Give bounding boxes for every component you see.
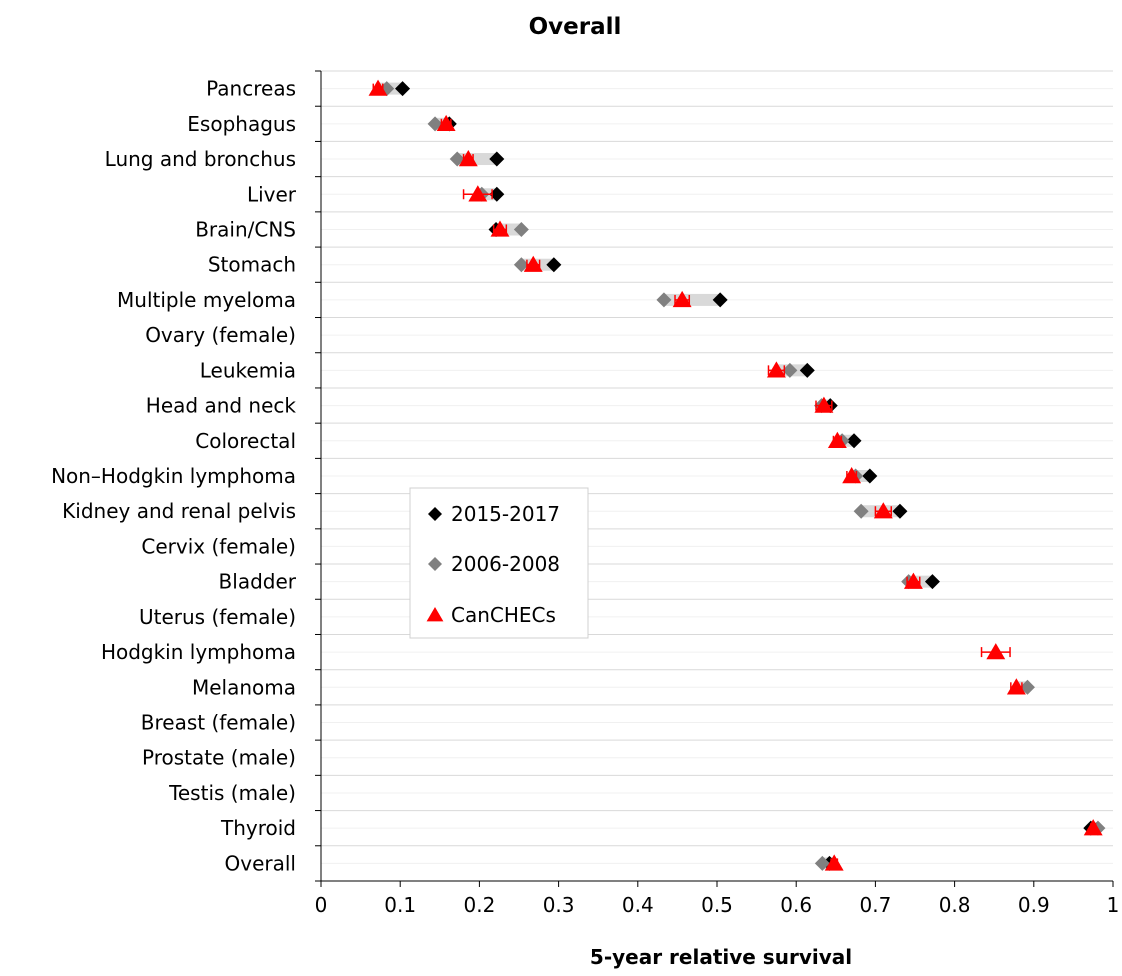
point-recent: [489, 151, 505, 167]
category-label: Brain/CNS: [195, 217, 296, 241]
point-canchecs: [436, 114, 456, 132]
chart-title: Overall: [529, 14, 622, 40]
x-tick-label: 0.6: [780, 893, 812, 917]
category-label: Leukemia: [200, 358, 296, 382]
point-canchecs: [1083, 819, 1103, 836]
category-label: Multiple myeloma: [117, 288, 296, 312]
point-earlier: [853, 503, 869, 519]
category-label: Pancreas: [206, 77, 296, 101]
point-recent: [892, 503, 908, 519]
legend: 2015-2017 2006-2008 CanCHECs: [409, 487, 589, 639]
category-label: Stomach: [208, 253, 296, 277]
category-label: Lung and bronchus: [105, 147, 296, 171]
point-canchecs: [468, 185, 488, 202]
x-tick-label: 0.5: [701, 893, 733, 917]
category-label: Non–Hodgkin lymphoma: [51, 464, 296, 488]
x-tick-labels: 0 0.1 0.2 0.3 0.4 0.5 0.6 0.7 0.8 0.9 1: [315, 893, 1120, 917]
point-canchecs: [827, 431, 847, 448]
point-canchecs: [903, 572, 923, 589]
point-canchecs: [368, 79, 388, 96]
x-tick-label: 0: [315, 893, 328, 917]
category-label: Ovary (female): [145, 323, 296, 347]
category-label: Melanoma: [192, 675, 296, 699]
range-band: [663, 293, 721, 306]
point-earlier: [656, 292, 672, 308]
point-recent: [489, 186, 505, 202]
point-earlier: [513, 221, 529, 237]
data-marks: [368, 79, 1106, 871]
x-tick-label: 0.9: [1018, 893, 1050, 917]
category-label: Head and neck: [146, 394, 297, 418]
point-recent: [712, 292, 728, 308]
point-canchecs: [1006, 678, 1026, 695]
point-recent: [846, 433, 862, 449]
point-recent: [395, 81, 411, 97]
x-tick-label: 0.8: [939, 893, 971, 917]
category-label: Testis (male): [168, 781, 296, 805]
category-label: Liver: [247, 182, 297, 206]
point-earlier: [814, 855, 830, 871]
category-label: Thyroid: [220, 816, 296, 840]
category-label: Prostate (male): [142, 746, 296, 770]
point-canchecs: [672, 290, 692, 308]
point-earlier: [782, 362, 798, 378]
category-label: Esophagus: [187, 112, 296, 136]
x-axis-label: 5-year relative survival: [590, 945, 852, 969]
x-tick-label: 1: [1107, 893, 1120, 917]
x-tick-label: 0.7: [859, 893, 891, 917]
category-label: Colorectal: [195, 429, 296, 453]
point-canchecs: [824, 854, 844, 871]
category-label: Overall: [225, 851, 296, 875]
point-recent: [799, 362, 815, 378]
legend-label: CanCHECs: [451, 603, 556, 627]
legend-marker: [428, 557, 442, 571]
point-canchecs: [458, 150, 478, 167]
category-label: Uterus (female): [139, 605, 296, 629]
point-recent: [862, 468, 878, 484]
grid-layer: [321, 70, 1113, 882]
x-tick-label: 0.2: [463, 893, 495, 917]
x-tick-label: 0.1: [384, 893, 416, 917]
category-labels: Pancreas Esophagus Lung and bronchus Liver B…: [51, 77, 297, 876]
legend-marker: [428, 507, 442, 521]
category-label: Cervix (female): [141, 534, 296, 558]
legend-label: 2015-2017: [451, 502, 560, 526]
legend-marker: [426, 607, 444, 622]
category-label: Breast (female): [141, 711, 296, 735]
point-canchecs: [986, 643, 1006, 660]
x-tick-label: 0.4: [622, 893, 654, 917]
point-canchecs: [842, 467, 862, 484]
category-label: Hodgkin lymphoma: [101, 640, 296, 664]
axes: [315, 70, 1114, 887]
legend-label: 2006-2008: [451, 552, 560, 576]
point-canchecs: [490, 220, 510, 237]
category-label: Bladder: [219, 570, 297, 594]
point-recent: [924, 574, 940, 590]
point-canchecs: [873, 502, 893, 519]
point-canchecs: [766, 361, 786, 378]
category-label: Kidney and renal pelvis: [62, 499, 296, 523]
x-tick-label: 0.3: [543, 893, 575, 917]
point-canchecs: [523, 255, 543, 272]
point-canchecs: [814, 396, 834, 413]
point-earlier: [513, 257, 529, 273]
point-recent: [546, 257, 562, 273]
